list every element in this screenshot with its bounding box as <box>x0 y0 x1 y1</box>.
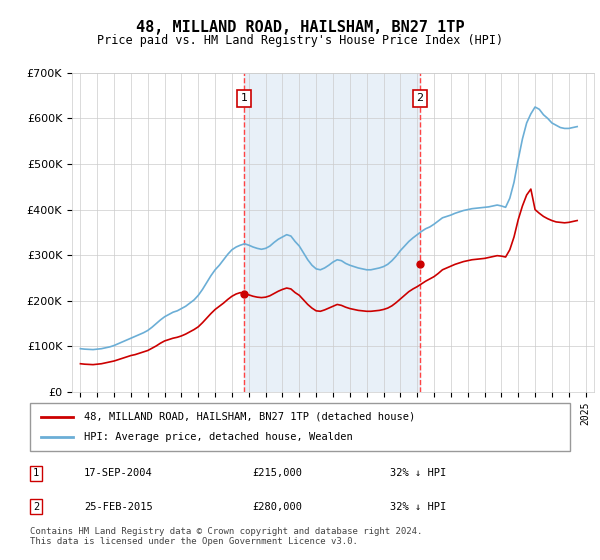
Text: £280,000: £280,000 <box>252 502 302 512</box>
Bar <box>244 73 420 392</box>
Text: Contains HM Land Registry data © Crown copyright and database right 2024.
This d: Contains HM Land Registry data © Crown c… <box>30 526 422 546</box>
Text: Price paid vs. HM Land Registry's House Price Index (HPI): Price paid vs. HM Land Registry's House … <box>97 34 503 46</box>
Text: 2: 2 <box>33 502 39 512</box>
Text: 48, MILLAND ROAD, HAILSHAM, BN27 1TP: 48, MILLAND ROAD, HAILSHAM, BN27 1TP <box>136 20 464 35</box>
Text: 17-SEP-2004: 17-SEP-2004 <box>84 468 153 478</box>
FancyBboxPatch shape <box>30 403 570 451</box>
Text: 1: 1 <box>33 468 39 478</box>
Text: 2: 2 <box>416 94 423 104</box>
Text: £215,000: £215,000 <box>252 468 302 478</box>
Text: 32% ↓ HPI: 32% ↓ HPI <box>390 502 446 512</box>
Text: 32% ↓ HPI: 32% ↓ HPI <box>390 468 446 478</box>
Text: 25-FEB-2015: 25-FEB-2015 <box>84 502 153 512</box>
Text: HPI: Average price, detached house, Wealden: HPI: Average price, detached house, Weal… <box>84 432 353 442</box>
Text: 1: 1 <box>241 94 248 104</box>
Text: 48, MILLAND ROAD, HAILSHAM, BN27 1TP (detached house): 48, MILLAND ROAD, HAILSHAM, BN27 1TP (de… <box>84 412 415 422</box>
